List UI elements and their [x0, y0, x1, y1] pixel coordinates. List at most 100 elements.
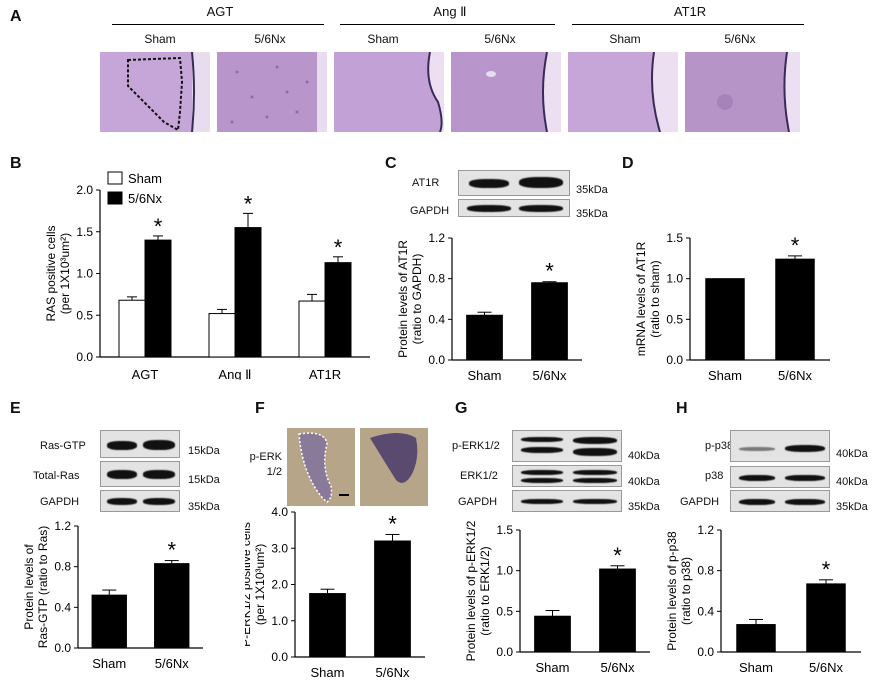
kda-h-1: 40kDa: [836, 476, 868, 488]
blot-e-gapdh: [100, 490, 180, 512]
group-line-at1r: [572, 24, 804, 25]
chart-c: 0.0 0.4 0.8 1.2 Protein levels of AT1R (ratio…: [396, 231, 582, 383]
cat-label-f-0: Sham: [311, 665, 345, 680]
bar-b-1-2: [324, 262, 352, 358]
y-tick-label-c-2: 0.8: [428, 272, 445, 286]
y-tick-label-f-0: 0.0: [271, 650, 288, 664]
blot-e-label-2: GAPDH: [40, 496, 80, 508]
sig-b-0: *: [154, 214, 163, 239]
stain-label-f: p-ERK 1/2: [249, 451, 282, 478]
panel-label-b: B: [10, 155, 22, 172]
kda-e-2: 35kDa: [188, 501, 220, 513]
y-tick-label-f-2: 2.0: [271, 578, 288, 592]
blot-h-gapdh: [730, 490, 830, 512]
legend-swatch-b-0: [107, 171, 123, 185]
y-label2-d: (ratio to sham): [648, 260, 662, 337]
y-tick-label-b-3: 1.5: [76, 225, 93, 239]
sig-b-2: *: [334, 235, 343, 260]
bar-b-0-2: [298, 300, 326, 358]
blot-h-label-1: p38: [705, 470, 724, 482]
y-tick-label-h-1: 0.4: [697, 604, 714, 618]
chart-e: 0.0 0.4 0.8 1.2 Protein levels of Ras-GTP (ra…: [22, 520, 203, 671]
y-tick-label-d-2: 1.0: [666, 272, 683, 286]
cat-label-d-1: 5/6Nx: [778, 368, 812, 383]
y-tick-label-c-0: 0.0: [428, 353, 445, 367]
legend-label-b-1: 5/6Nx: [128, 191, 162, 206]
sig-d: *: [791, 233, 800, 258]
y-tick-label-d-1: 0.5: [666, 312, 683, 326]
y-tick-label-f-1: 1.0: [271, 614, 288, 628]
blot-e-label-1: Total-Ras: [33, 470, 80, 482]
y-tick-label-c-3: 1.2: [428, 231, 445, 245]
bar-c-1: [531, 282, 568, 361]
y-label-h: Protein levels of p-p38: [665, 531, 679, 651]
bar-b-0-0: [118, 299, 146, 358]
kda-h-0: 40kDa: [836, 448, 868, 460]
bar-b-1-1: [234, 227, 262, 358]
panel-label-c: C: [385, 155, 397, 172]
kda-h-2: 35kDa: [836, 501, 868, 513]
y-tick-label-b-4: 2.0: [76, 183, 93, 197]
micrograph-perk-nx: [360, 428, 428, 506]
blot-e-label-0: Ras-GTP: [40, 440, 86, 452]
sig-f: *: [388, 511, 397, 536]
sub-sham-ang2: Sham: [367, 32, 399, 46]
bar-h-1: [806, 583, 846, 653]
cat-label-c-1: 5/6Nx: [533, 368, 567, 383]
blot-g-label-2: GAPDH: [458, 496, 498, 508]
cat-label-b-0: AGT: [132, 367, 159, 380]
y-tick-label-h-0: 0.0: [697, 645, 714, 659]
blot-g-gapdh: [512, 490, 622, 512]
micrograph-perk-sham: [287, 428, 355, 506]
cat-label-g-1: 5/6Nx: [601, 660, 635, 675]
blot-e-rasgtp: [100, 430, 180, 458]
y-tick-label-c-1: 0.4: [428, 312, 445, 326]
blot-e-totalras: [100, 461, 180, 487]
bar-g-1: [599, 568, 636, 653]
kda-e-0: 15kDa: [188, 445, 220, 457]
y-tick-label-d-0: 0.0: [666, 353, 683, 367]
sub-sham-agt: Sham: [144, 32, 176, 46]
y-label2-g: (ratio to ERK1/2): [478, 546, 492, 635]
panel-label-e: E: [10, 400, 21, 417]
sig-c: *: [545, 259, 554, 284]
y-label2-e: Ras-GTP (ratio to Ras): [36, 526, 50, 648]
micrograph-ang2-nx: [451, 52, 561, 132]
sub-sham-at1r: Sham: [609, 32, 641, 46]
y-tick-label-g-3: 1.5: [496, 523, 513, 537]
bar-g-0: [534, 615, 571, 653]
panel-label-g: G: [455, 400, 468, 417]
y-tick-label-h-2: 0.8: [697, 564, 714, 578]
cat-label-g-0: Sham: [536, 660, 570, 675]
sig-g: *: [613, 543, 622, 568]
blot-h-label-2: GAPDH: [680, 496, 720, 508]
bar-h-0: [736, 624, 776, 653]
group-title-agt: AGT: [206, 4, 234, 19]
group-title-ang2: Ang Ⅱ: [433, 4, 467, 19]
y-label-c: Protein levels of AT1R: [396, 240, 410, 358]
bar-c-0: [466, 314, 503, 361]
y-tick-label-d-3: 1.5: [666, 231, 683, 245]
y-tick-label-f-4: 4.0: [271, 505, 288, 519]
bar-b-0-1: [208, 313, 236, 358]
cat-label-e-0: Sham: [92, 656, 126, 671]
cat-label-h-0: Sham: [739, 660, 773, 675]
y-tick-label-g-2: 1.0: [496, 564, 513, 578]
chart-b: 0.0 0.5 1.0 1.5 2.0 RAS positive cells (per 1X…: [44, 171, 370, 380]
blot-c-label-1: GAPDH: [410, 205, 450, 217]
sig-h: *: [822, 557, 831, 582]
y-label2-b: (per 1X10³um²): [58, 233, 72, 314]
sub-nx-at1r: 5/6Nx: [724, 32, 756, 46]
y-tick-label-h-3: 1.2: [697, 523, 714, 537]
panel-label-h: H: [676, 400, 688, 417]
sub-nx-ang2: 5/6Nx: [484, 32, 516, 46]
kda-g-1: 40kDa: [628, 476, 660, 488]
panel-label-a: A: [10, 8, 22, 25]
y-label-g: Protein levels of p-ERK1/2: [464, 520, 478, 661]
blot-c-at1r: [458, 170, 570, 196]
micrograph-agt-sham: [100, 52, 210, 132]
y-tick-label-e-0: 0.0: [54, 641, 71, 655]
blot-c-gapdh: [458, 199, 570, 217]
legend-label-b-0: Sham: [128, 171, 162, 186]
panel-label-d: D: [622, 155, 634, 172]
